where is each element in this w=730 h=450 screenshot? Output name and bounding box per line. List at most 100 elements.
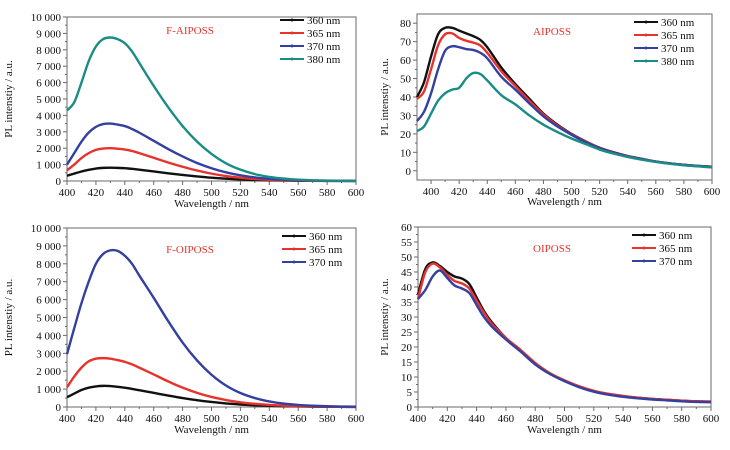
legend-marker (642, 233, 646, 237)
x-tick-label: 480 (174, 187, 191, 199)
y-tick-label: 2 000 (36, 366, 61, 378)
y-tick-label: 50 (401, 252, 413, 264)
x-tick-label: 420 (88, 413, 105, 425)
legend-label: 370 nm (309, 257, 343, 269)
x-tick-label: 460 (145, 413, 162, 425)
y-axis-title: PL intenstiy / a.u. (3, 279, 15, 357)
x-tick-label: 600 (348, 187, 365, 199)
x-tick-label: 520 (591, 186, 608, 198)
y-tick-label: 30 (401, 312, 413, 324)
y-tick-label: 1 000 (36, 160, 61, 172)
legend-marker (292, 260, 296, 264)
y-tick-label: 6 000 (36, 78, 61, 90)
x-tick-label: 520 (232, 413, 249, 425)
y-tick-label: 2 000 (36, 143, 61, 155)
x-tick-label: 440 (479, 186, 496, 198)
legend-label: 365 nm (661, 30, 695, 42)
legend-marker (292, 234, 296, 238)
y-tick-label: 10 000 (31, 12, 62, 24)
x-axis-title: Wavelength / nm (174, 424, 249, 436)
y-tick-label: 0 (56, 176, 62, 188)
x-tick-label: 440 (117, 413, 134, 425)
y-tick-label: 55 (401, 237, 413, 249)
x-tick-label: 460 (145, 187, 162, 199)
x-tick-label: 500 (563, 186, 580, 198)
x-tick-label: 560 (290, 187, 307, 199)
panel-title: F-AIPOSS (166, 25, 214, 37)
x-axis-title: Wavelength / nm (174, 198, 249, 210)
panel-oiposs: 400 420 440 460 480 500 520 540 560 580 600 0 5 10 15 2… (379, 222, 720, 436)
y-tick-label: 30 (400, 110, 412, 122)
x-tick-label: 480 (174, 413, 191, 425)
legend-marker (290, 31, 294, 35)
y-tick-label: 10 (400, 147, 412, 159)
x-tick-label: 500 (556, 413, 573, 425)
panel-title: OIPOSS (533, 243, 571, 255)
y-tick-label: 1 000 (36, 384, 61, 396)
y-axis-title: PL intenstiy / a.u. (3, 60, 15, 138)
panel-f-aiposs: 400 420 440 460 480 500 520 540 560 580 600 0 1 000 2… (3, 12, 365, 210)
series-line-370-nm (65, 122, 357, 183)
x-tick-label: 400 (59, 413, 76, 425)
series-line-365-nm (66, 356, 357, 409)
y-tick-label: 4 000 (36, 330, 61, 342)
legend-marker (644, 33, 648, 37)
x-tick-label: 520 (586, 413, 603, 425)
x-tick-label: 520 (232, 187, 249, 199)
x-tick-label: 600 (704, 186, 721, 198)
x-tick-label: 540 (619, 186, 636, 198)
panel-aiposs: 400 420 440 460 480 500 520 540 560 580 600 0 10 20 30… (379, 13, 721, 208)
legend-label: 380 nm (661, 56, 695, 68)
y-tick-label: 8 000 (36, 45, 61, 57)
y-tick-label: 60 (401, 222, 413, 234)
legend-marker (642, 259, 646, 263)
y-tick-label: 5 000 (36, 313, 61, 325)
legend-label: 365 nm (309, 244, 343, 256)
y-tick-label: 7 000 (36, 277, 61, 289)
legend-label: 365 nm (659, 243, 693, 255)
y-tick-label: 0 (406, 166, 412, 178)
x-tick-label: 460 (507, 186, 524, 198)
x-tick-label: 420 (88, 187, 105, 199)
y-tick-label: 9 000 (36, 28, 61, 40)
panel-title: F-OIPOSS (166, 244, 214, 256)
x-tick-label: 560 (648, 186, 665, 198)
x-tick-label: 480 (535, 186, 552, 198)
x-tick-label: 580 (673, 413, 690, 425)
y-tick-label: 5 000 (36, 94, 61, 106)
x-tick-label: 500 (203, 413, 220, 425)
y-tick-label: 40 (401, 282, 413, 294)
series-line-380-nm (66, 36, 357, 183)
x-tick-label: 540 (261, 413, 278, 425)
legend-label: 370 nm (659, 256, 693, 268)
x-tick-label: 580 (676, 186, 693, 198)
series-line-370-nm (65, 248, 357, 408)
y-tick-label: 25 (401, 327, 413, 339)
y-tick-label: 60 (400, 55, 412, 67)
series-line-370-nm (417, 269, 712, 404)
legend-marker (290, 57, 294, 61)
y-tick-label: 9 000 (36, 241, 61, 253)
y-tick-label: 35 (401, 297, 413, 309)
legend-label: 370 nm (307, 41, 341, 53)
legend-label: 360 nm (659, 230, 693, 242)
legend-marker (290, 18, 294, 22)
legend-label: 370 nm (661, 43, 695, 55)
y-tick-label: 10 000 (31, 223, 62, 235)
y-tick-label: 40 (400, 92, 412, 104)
y-tick-label: 6 000 (36, 295, 61, 307)
legend-label: 360 nm (307, 15, 341, 27)
y-tick-label: 3 000 (36, 348, 61, 360)
x-tick-label: 580 (319, 413, 336, 425)
x-axis-title: Wavelength / nm (527, 196, 602, 208)
y-tick-label: 10 (401, 372, 413, 384)
x-tick-label: 540 (261, 187, 278, 199)
legend-label: 360 nm (309, 231, 343, 243)
legend-marker (644, 46, 648, 50)
x-tick-label: 420 (439, 413, 456, 425)
legend-marker (292, 247, 296, 251)
series-line-380-nm (416, 71, 713, 169)
y-axis-title: PL intenstiy / a.u. (379, 58, 391, 136)
x-tick-label: 440 (468, 413, 485, 425)
